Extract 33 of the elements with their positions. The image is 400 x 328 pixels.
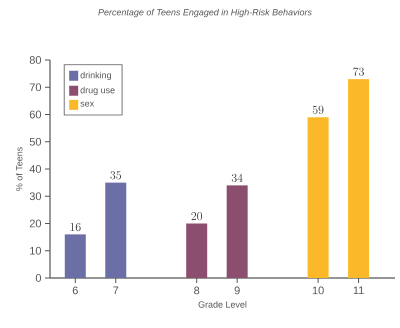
bar <box>348 79 370 278</box>
data-label: 16 <box>70 222 81 232</box>
x-tick-label: 9 <box>234 286 240 294</box>
x-tick-label: 8 <box>194 286 200 294</box>
y-tick-label: 0 <box>36 274 42 282</box>
bar <box>226 185 248 278</box>
x-axis-title: Grade Level <box>198 301 246 308</box>
bar <box>186 224 208 278</box>
y-tick-label: 20 <box>30 220 42 228</box>
x-tick-label: 6 <box>72 286 78 294</box>
y-tick-label: 40 <box>30 165 42 173</box>
bar <box>105 182 126 278</box>
y-tick-label: 30 <box>30 192 42 200</box>
x-tick-label: 7 <box>113 286 118 294</box>
data-label: 34 <box>232 174 243 182</box>
data-label: 20 <box>191 212 202 220</box>
data-label: 59 <box>312 106 324 114</box>
x-tick-label: 10 <box>312 286 324 294</box>
y-tick-label: 10 <box>30 246 42 255</box>
data-label: 73 <box>353 67 364 76</box>
y-tick-label: 80 <box>30 56 42 64</box>
legend-label: sex <box>80 102 94 107</box>
y-tick-label: 50 <box>30 138 42 146</box>
bar <box>64 234 86 278</box>
x-tick-label: 11 <box>354 286 364 294</box>
y-tick-label: 70 <box>30 83 42 92</box>
legend-label: drinking <box>80 72 111 80</box>
chart-title: Percentage of Teens Engaged in High-Risk Behaviors <box>98 8 312 18</box>
data-label: 35 <box>110 171 122 180</box>
y-tick-label: 60 <box>30 110 42 118</box>
bar <box>308 117 329 278</box>
y-axis-title: % of Teens <box>16 147 22 191</box>
legend-label: drug use <box>80 86 115 96</box>
